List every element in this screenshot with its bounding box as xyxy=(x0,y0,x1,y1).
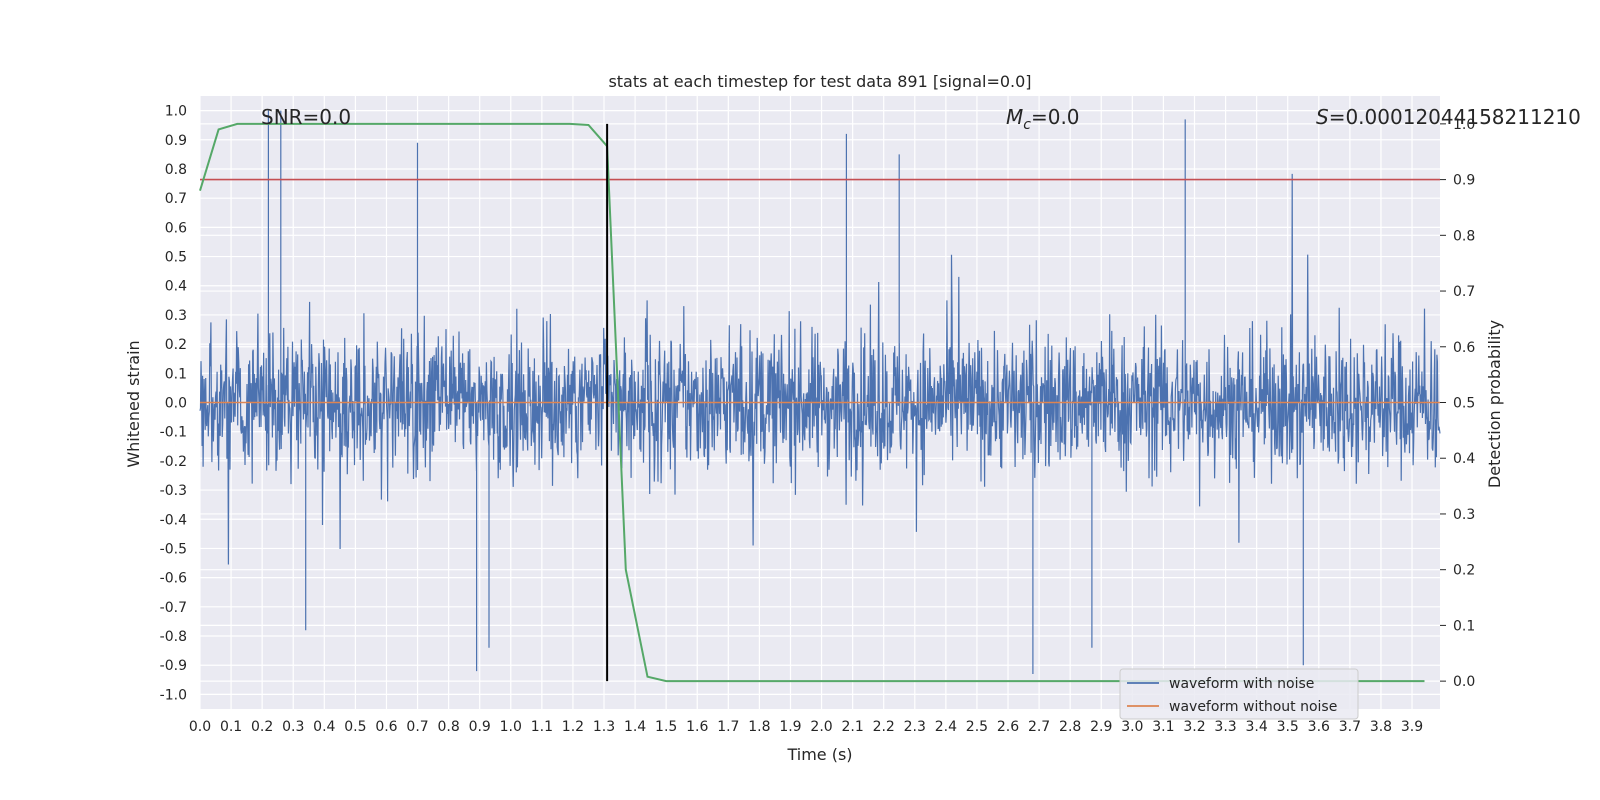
x-tick-label: 0.8 xyxy=(437,719,459,735)
chart-title: stats at each timestep for test data 891… xyxy=(608,72,1031,91)
x-tick-label: 3.1 xyxy=(1152,719,1174,735)
x-tick-label: 0.2 xyxy=(251,719,273,735)
x-tick-label: 2.4 xyxy=(935,719,957,735)
legend-box xyxy=(1119,668,1359,720)
x-tick-label: 1.9 xyxy=(779,719,801,735)
x-tick-label: 0.5 xyxy=(344,719,366,735)
x-tick-label: 3.5 xyxy=(1277,719,1299,735)
plot-area xyxy=(199,110,1441,683)
left-y-tick-label: -0.9 xyxy=(160,658,187,674)
x-tick-label: 2.2 xyxy=(873,719,895,735)
x-tick-label: 2.0 xyxy=(810,719,832,735)
right-y-tick-label: 0.0 xyxy=(1453,674,1475,690)
right-y-tick-label: 0.6 xyxy=(1453,340,1475,356)
left-y-tick-label: -0.1 xyxy=(160,425,187,441)
left-y-tick-label: -1.0 xyxy=(160,687,187,703)
left-y-tick-label: -0.5 xyxy=(160,541,187,557)
x-tick-label: 1.1 xyxy=(531,719,553,735)
x-tick-label: 2.8 xyxy=(1059,719,1081,735)
x-tick-label: 3.7 xyxy=(1339,719,1361,735)
right-y-axis-ticks: 1.0 0.9 0.8 0.7 0.6 0.5 0.4 0.3 0.2 0.1 0.0 xyxy=(1440,117,1475,690)
left-y-tick-label: 0.3 xyxy=(165,308,187,324)
right-y-tick-label: 0.9 xyxy=(1453,173,1475,189)
x-tick-label: 1.3 xyxy=(593,719,615,735)
right-y-tick-label: 0.3 xyxy=(1453,507,1475,523)
x-tick-label: 3.3 xyxy=(1214,719,1236,735)
waveform-with-noise-line xyxy=(199,110,1441,674)
chirp-mass-subscript: c xyxy=(1023,117,1031,133)
right-y-tick-label: 0.7 xyxy=(1453,284,1475,300)
left-y-tick-label: 0.6 xyxy=(165,220,187,236)
x-tick-label: 1.7 xyxy=(717,719,739,735)
x-tick-label: 0.7 xyxy=(406,719,428,735)
x-tick-label: 2.5 xyxy=(966,719,988,735)
x-tick-label: 0.0 xyxy=(189,719,211,735)
legend-label-noise: waveform with noise xyxy=(1169,676,1314,692)
x-tick-label: 1.2 xyxy=(562,719,584,735)
x-tick-label: 3.8 xyxy=(1370,719,1392,735)
left-y-tick-label: 0.1 xyxy=(165,366,187,382)
x-tick-label: 2.7 xyxy=(1028,719,1050,735)
x-tick-label: 2.9 xyxy=(1090,719,1112,735)
right-y-axis-label: Detection probability xyxy=(1485,320,1504,488)
x-tick-label: 1.0 xyxy=(500,719,522,735)
right-y-tick-label: 0.2 xyxy=(1453,563,1475,579)
x-tick-label: 1.8 xyxy=(748,719,770,735)
left-y-axis-label: Whitened strain xyxy=(124,340,143,467)
right-y-tick-label: 0.1 xyxy=(1453,618,1475,634)
left-y-axis-ticks: 1.0 0.9 0.8 0.7 0.6 0.5 0.4 0.3 0.2 0.1 0.0 -0.1 -0.… xyxy=(160,104,187,704)
s-symbol: S xyxy=(1316,105,1329,129)
left-y-tick-label: -0.3 xyxy=(160,483,187,499)
x-tick-label: 1.6 xyxy=(686,719,708,735)
left-y-tick-label: 0.7 xyxy=(165,191,187,207)
left-y-tick-label: -0.6 xyxy=(160,571,187,587)
x-tick-label: 0.1 xyxy=(220,719,242,735)
x-tick-label: 3.6 xyxy=(1308,719,1330,735)
x-axis-ticks: 0.0 0.1 0.2 0.3 0.4 0.5 0.6 0.7 0.8 0.9 1.0 1.1 1.2 1… xyxy=(189,719,1423,735)
x-tick-label: 2.6 xyxy=(997,719,1019,735)
left-y-tick-label: 0.5 xyxy=(165,250,187,266)
left-y-tick-label: -0.7 xyxy=(160,600,187,616)
left-y-tick-label: -0.8 xyxy=(160,629,187,645)
x-tick-label: 3.4 xyxy=(1246,719,1268,735)
x-tick-label: 3.0 xyxy=(1121,719,1143,735)
x-tick-label: 2.3 xyxy=(904,719,926,735)
x-tick-label: 3.2 xyxy=(1183,719,1205,735)
chirp-mass-symbol: M xyxy=(1006,105,1023,129)
legend-label-clean: waveform without noise xyxy=(1169,699,1337,715)
right-y-tick-label: 1.0 xyxy=(1453,117,1475,133)
left-y-tick-label: 1.0 xyxy=(165,104,187,120)
left-y-tick-label: 0.9 xyxy=(165,133,187,149)
x-tick-label: 0.3 xyxy=(282,719,304,735)
right-y-tick-label: 0.5 xyxy=(1453,396,1475,412)
s-value: =0.00012044158211210 xyxy=(1329,105,1581,129)
left-y-tick-label: 0.2 xyxy=(165,337,187,353)
x-tick-label: 3.9 xyxy=(1401,719,1423,735)
detection-probability-line xyxy=(199,122,1425,683)
x-tick-label: 0.9 xyxy=(469,719,491,735)
x-tick-label: 1.5 xyxy=(655,719,677,735)
x-tick-label: 0.6 xyxy=(375,719,397,735)
left-y-tick-label: 0.0 xyxy=(165,396,187,412)
x-tick-label: 0.4 xyxy=(313,719,335,735)
left-y-tick-label: 0.8 xyxy=(165,162,187,178)
chirp-mass-value: =0.0 xyxy=(1031,105,1080,129)
s-annotation: S=0.00012044158211210 xyxy=(1316,105,1581,129)
snr-annotation: SNR=0.0 xyxy=(261,105,351,129)
left-y-tick-label: -0.2 xyxy=(160,454,187,470)
right-y-tick-label: 0.8 xyxy=(1453,228,1475,244)
x-tick-label: 2.1 xyxy=(841,719,863,735)
x-tick-label: 1.4 xyxy=(624,719,646,735)
left-y-tick-label: 0.4 xyxy=(165,279,187,295)
right-y-tick-label: 0.4 xyxy=(1453,451,1475,467)
chirp-mass-annotation: Mc=0.0 xyxy=(1006,105,1080,133)
legend: waveform with noise waveform without noi… xyxy=(1119,668,1359,720)
x-axis-label: Time (s) xyxy=(786,745,852,764)
left-y-tick-label: -0.4 xyxy=(160,512,187,528)
